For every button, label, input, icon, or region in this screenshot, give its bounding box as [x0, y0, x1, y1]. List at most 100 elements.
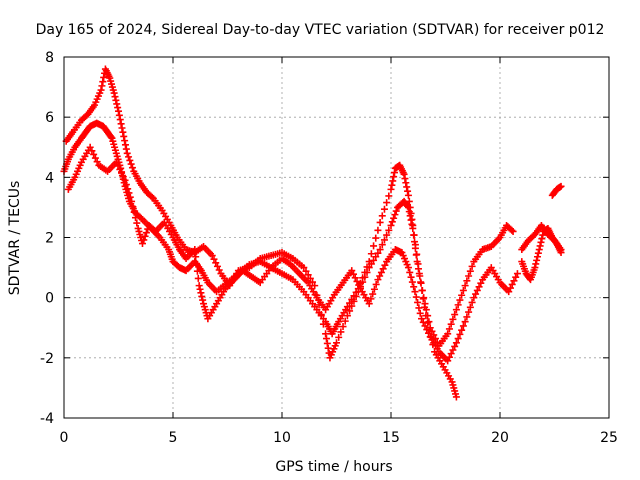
data-point: [98, 82, 106, 90]
data-point: [409, 224, 417, 232]
data-point: [90, 150, 98, 158]
data-point: [389, 177, 397, 185]
data-point: [141, 232, 149, 240]
data-point: [506, 284, 514, 292]
data-point: [421, 300, 429, 308]
data-point: [388, 181, 396, 189]
data-point: [444, 330, 452, 338]
data-point: [142, 229, 150, 237]
data-point: [197, 289, 205, 297]
data-point: [199, 296, 207, 304]
data-point: [400, 170, 408, 178]
data-point: [113, 100, 121, 108]
data-point: [300, 264, 308, 272]
data-point: [416, 309, 424, 317]
data-point: [410, 283, 418, 291]
data-point: [374, 226, 382, 234]
y-tick-label: 0: [45, 291, 54, 307]
x-axis-label: GPS time / hours: [275, 459, 392, 475]
data-point: [192, 253, 200, 261]
data-point: [463, 277, 471, 285]
data-point: [125, 153, 133, 161]
data-point: [557, 182, 565, 190]
data-point: [120, 132, 128, 140]
data-point: [91, 154, 99, 162]
data-point: [404, 202, 412, 210]
data-point: [196, 285, 204, 293]
data-point: [122, 181, 130, 189]
data-point: [121, 141, 129, 149]
data-point: [378, 212, 386, 220]
data-point: [352, 292, 360, 300]
data-point: [118, 124, 126, 132]
data-point: [531, 264, 539, 272]
data-point: [337, 328, 345, 336]
data-point: [377, 268, 385, 276]
y-tick-label: 2: [45, 231, 54, 247]
data-point: [129, 203, 137, 211]
data-point: [114, 104, 122, 112]
data-point: [508, 226, 516, 234]
data-point: [385, 192, 393, 200]
data-point: [411, 244, 419, 252]
data-point: [126, 193, 134, 201]
data-point: [459, 322, 467, 330]
series-track-e: [518, 221, 565, 254]
data-point: [213, 262, 221, 270]
data-point: [140, 236, 148, 244]
data-point: [378, 241, 386, 249]
data-point: [376, 272, 384, 280]
data-point: [339, 323, 347, 331]
data-point: [112, 158, 120, 166]
plot-frame: [63, 56, 610, 419]
data-point: [350, 297, 358, 305]
data-point: [195, 282, 203, 290]
data-point: [413, 258, 421, 266]
data-point: [302, 267, 310, 275]
x-tick-label: 0: [60, 430, 69, 446]
data-point: [454, 301, 462, 309]
data-point: [404, 191, 412, 199]
data-point: [124, 185, 132, 193]
data-point: [461, 318, 469, 326]
axis-ticks: 0 5 10 15 20 25 -4 -2 0 2 4 6 8: [40, 50, 618, 446]
data-point: [468, 298, 476, 306]
data-point: [463, 313, 471, 321]
data-point: [406, 268, 414, 276]
data-point: [119, 128, 127, 136]
data-point: [470, 294, 478, 302]
y-tick-label: -4: [40, 411, 54, 427]
data-point: [509, 227, 517, 235]
data-point: [461, 282, 469, 290]
data-point: [410, 231, 418, 239]
data-point: [367, 250, 375, 258]
data-point: [387, 185, 395, 193]
data-point: [466, 303, 474, 311]
data-point: [392, 207, 400, 215]
data-point: [422, 306, 430, 314]
data-point: [372, 280, 380, 288]
data-point: [468, 262, 476, 270]
data-point: [118, 169, 126, 177]
x-tick-label: 25: [600, 430, 618, 446]
data-point: [117, 120, 125, 128]
data-point: [458, 291, 466, 299]
data-point: [123, 149, 131, 157]
data-point: [405, 208, 413, 216]
grid: [64, 57, 609, 418]
data-point: [114, 162, 122, 170]
data-point: [387, 221, 395, 229]
data-point: [445, 353, 453, 361]
data-point: [323, 339, 331, 347]
data-point: [415, 304, 423, 312]
data-point: [86, 143, 94, 151]
data-point: [414, 298, 422, 306]
data-point: [132, 214, 140, 222]
data-point: [369, 290, 377, 298]
data-point: [418, 315, 426, 323]
data-point: [370, 285, 378, 293]
data-point: [353, 277, 361, 285]
data-point: [127, 160, 135, 168]
data-point: [513, 270, 521, 278]
data-point: [404, 264, 412, 272]
